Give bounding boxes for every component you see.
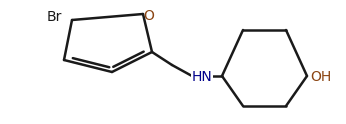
Text: O: O [144, 9, 154, 23]
Text: HN: HN [192, 70, 213, 84]
Text: OH: OH [310, 70, 331, 84]
Text: Br: Br [46, 10, 62, 24]
